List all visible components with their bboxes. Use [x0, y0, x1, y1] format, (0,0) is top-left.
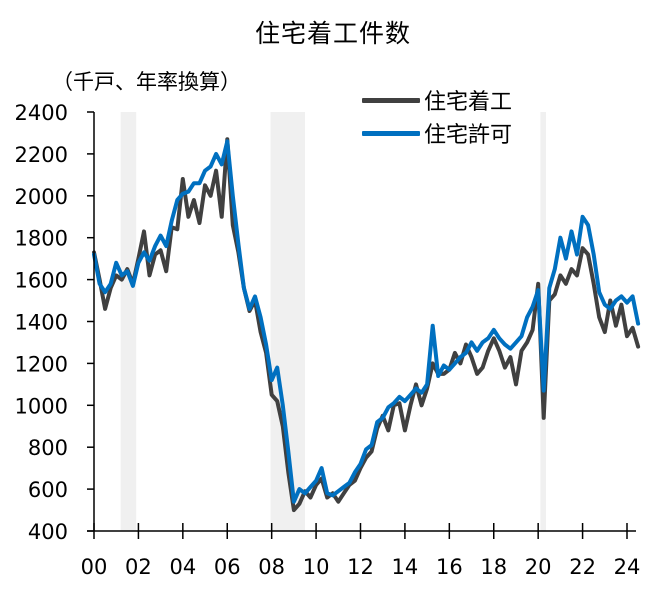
- series-lines: [92, 137, 641, 513]
- x-tick-label: 06: [214, 555, 241, 579]
- series-line-building-permits: [92, 139, 641, 504]
- y-tick-label: 2200: [15, 143, 68, 167]
- y-tick-label: 1200: [15, 352, 68, 376]
- y-tick-label: 1400: [15, 311, 68, 335]
- legend-label-permits: 住宅許可: [424, 123, 513, 148]
- x-tick-label: 04: [169, 555, 196, 579]
- recession-band: [120, 112, 137, 531]
- x-tick-label: 22: [569, 555, 596, 579]
- y-tick-label: 400: [28, 520, 68, 544]
- y-tick-label: 2000: [15, 185, 68, 209]
- x-tick-label: 00: [81, 555, 108, 579]
- x-tick-label: 20: [525, 555, 552, 579]
- recession-band: [540, 112, 546, 531]
- recession-shading: [120, 112, 546, 531]
- chart-title: 住宅着工件数: [254, 19, 411, 48]
- y-tick-label: 600: [28, 478, 68, 502]
- y-tick-label: 1600: [15, 269, 68, 293]
- legend-label-starts: 住宅着工: [424, 90, 513, 115]
- y-axis-unit-label: （千戸、年率換算）: [52, 70, 241, 94]
- chart-axes: 4006008001000120014001600180020002200240…: [15, 101, 641, 579]
- x-tick-label: 24: [614, 555, 641, 579]
- legend-item-building-permits: 住宅許可: [362, 117, 512, 149]
- x-tick-label: 02: [125, 555, 152, 579]
- y-tick-label: 2400: [15, 101, 68, 125]
- x-tick-label: 16: [436, 555, 463, 579]
- y-tick-label: 1800: [15, 227, 68, 251]
- y-tick-label: 800: [28, 436, 68, 460]
- x-tick-label: 10: [303, 555, 330, 579]
- x-tick-label: 18: [480, 555, 507, 579]
- x-tick-label: 08: [258, 555, 285, 579]
- x-tick-label: 14: [392, 555, 419, 579]
- y-tick-label: 1000: [15, 394, 68, 418]
- legend-swatch-starts: [362, 97, 420, 103]
- legend-swatch-permits: [362, 130, 420, 136]
- legend-item-housing-starts: 住宅着工: [362, 84, 512, 116]
- x-tick-label: 12: [347, 555, 374, 579]
